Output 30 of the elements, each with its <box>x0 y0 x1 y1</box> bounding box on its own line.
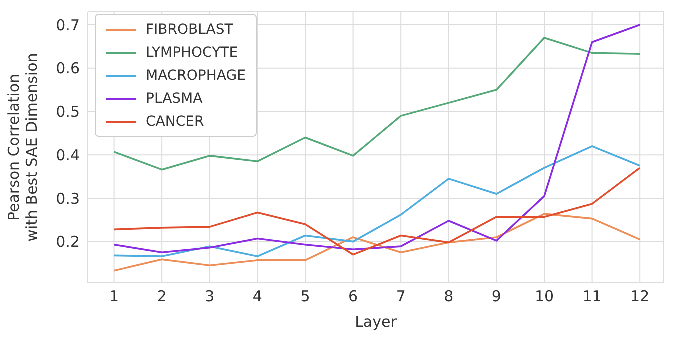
x-tick-label: 7 <box>396 288 406 306</box>
x-tick-label: 1 <box>110 288 120 306</box>
legend-label: MACROPHAGE <box>146 68 246 84</box>
x-tick-label: 2 <box>157 288 167 306</box>
x-tick-label: 11 <box>582 288 602 306</box>
y-axis-title: Pearson Correlation with Best SAE Dimension <box>5 53 41 242</box>
x-tick-label: 8 <box>444 288 454 306</box>
x-tick-label: 12 <box>630 288 650 306</box>
legend-label: CANCER <box>146 114 204 130</box>
y-tick-label: 0.4 <box>56 146 80 164</box>
y-tick-label: 0.3 <box>56 190 80 208</box>
x-tick-label: 6 <box>348 288 358 306</box>
y-tick-label: 0.5 <box>56 103 80 122</box>
line-series <box>113 146 641 258</box>
x-axis-title: Layer <box>355 313 398 331</box>
y-tick-label: 0.6 <box>56 60 80 78</box>
legend-label: PLASMA <box>146 90 203 106</box>
x-tick-label: 9 <box>492 288 502 306</box>
line-series <box>113 24 641 254</box>
x-tick-label: 10 <box>534 288 554 306</box>
x-tick-label: 5 <box>300 288 310 306</box>
y-tick-label: 0.2 <box>56 233 80 252</box>
line-series <box>113 213 641 272</box>
y-tick-label: 0.7 <box>56 16 80 34</box>
legend-label: LYMPHOCYTE <box>146 44 238 60</box>
x-tick-label: 3 <box>205 288 215 306</box>
line-series <box>113 37 641 171</box>
line-series <box>113 167 641 256</box>
legend-label: FIBROBLAST <box>146 22 234 38</box>
x-tick-label: 4 <box>252 288 262 306</box>
